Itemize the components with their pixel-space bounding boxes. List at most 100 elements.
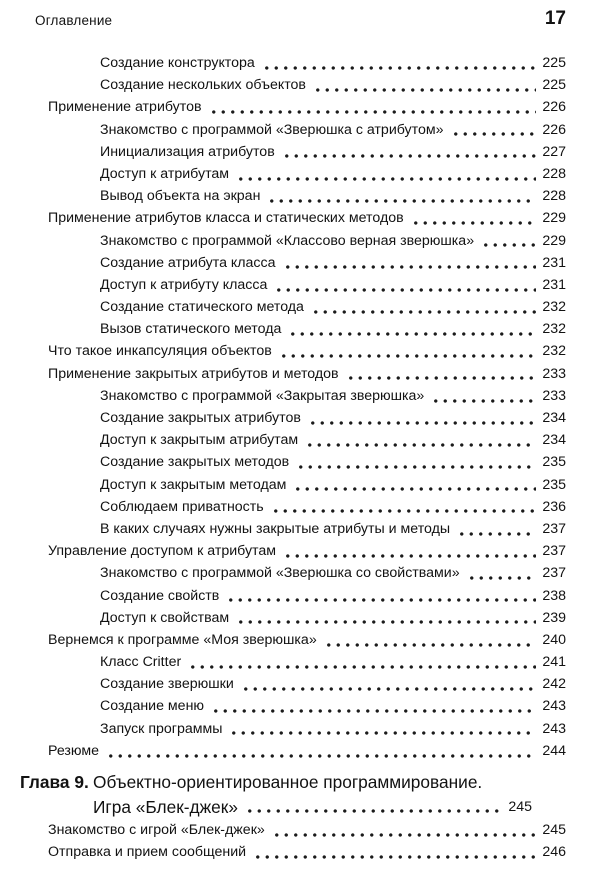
toc-entry-label: Доступ к атрибутам	[100, 165, 230, 182]
toc-row: Запуск программы 243	[0, 718, 566, 740]
toc-row: Доступ к закрытым методам 235	[0, 474, 566, 496]
toc-entry-page: 243	[542, 720, 566, 737]
toc-entry-page: 233	[542, 365, 566, 382]
toc-entry-label: Инициализация атрибутов	[100, 143, 275, 160]
toc-row: Вызов статического метода 232	[0, 318, 566, 340]
leader-dots	[261, 65, 536, 70]
toc-entry-page: 225	[542, 55, 566, 71]
leader-dots	[431, 398, 536, 403]
leader-dots	[244, 809, 502, 813]
leader-dots	[278, 354, 536, 359]
toc-row: Создание свойств 238	[0, 585, 566, 607]
leader-dots	[208, 110, 536, 115]
toc-row: Вернемся к программе «Моя зверюшка» 240	[0, 629, 566, 651]
toc-entry-label: Доступ к свойствам	[100, 609, 230, 626]
toc-entry-page: 225	[542, 77, 566, 94]
toc-entry-label: Доступ к закрытым методам	[100, 476, 287, 493]
leader-dots	[274, 287, 536, 292]
toc-row: Знакомство с игрой «Блек-джек» 245	[0, 819, 566, 841]
toc-entry-label: Создание закрытых атрибутов	[100, 410, 301, 426]
toc-row: Доступ к закрытым атрибутам 234	[0, 429, 566, 451]
toc-entry-label: Создание статического метода	[100, 299, 304, 316]
toc-entry-page: 236	[542, 498, 566, 515]
toc-row: Класс Critter 241	[0, 651, 566, 673]
toc-entry-page: 226	[542, 121, 566, 138]
chapter-entry-list: Знакомство с игрой «Блек-джек» 245 Отправк…	[0, 819, 566, 863]
leader-dots	[211, 709, 536, 714]
toc-entry-page: 226	[542, 99, 566, 116]
table-of-contents: Создание конструктора 225 Создание несколь…	[0, 52, 600, 863]
toc-entry-label: Доступ к атрибуту класса	[100, 276, 268, 293]
toc-entry-label: Создание зверюшки	[100, 676, 234, 693]
leader-dots	[296, 465, 536, 470]
toc-entry-page: 233	[542, 387, 566, 404]
toc-entry-page: 237	[542, 543, 566, 560]
toc-row: В каких случаях нужны закрытые атрибуты …	[0, 518, 566, 540]
chapter-title-line1: Объектно-ориентированное программировани…	[93, 772, 483, 792]
toc-row: Знакомство с программой «Закрытая зверюш…	[0, 385, 566, 407]
toc-list: Создание конструктора 225 Создание несколь…	[0, 52, 566, 762]
chapter-label: Глава 9.	[20, 772, 89, 792]
leader-dots	[457, 531, 536, 536]
leader-dots	[307, 420, 536, 425]
leader-dots	[293, 487, 536, 492]
toc-entry-page: 234	[542, 432, 566, 449]
toc-entry-label: Резюме	[48, 742, 100, 759]
toc-entry-label: Класс Critter	[100, 654, 182, 671]
toc-entry-page: 232	[542, 321, 566, 338]
toc-entry-label: Знакомство с программой «Зверюшка с атри…	[100, 121, 444, 138]
toc-row: Создание нескольких объектов 225	[0, 74, 566, 96]
toc-entry-label: Знакомство с программой «Закрытая зверюш…	[100, 387, 425, 404]
toc-row: Создание статического метода 232	[0, 296, 566, 318]
toc-entry-page: 243	[542, 698, 566, 715]
toc-entry-label: Создание свойств	[100, 587, 220, 604]
leader-dots	[271, 832, 536, 837]
toc-entry-label: Применение закрытых атрибутов и методов	[48, 365, 339, 382]
leader-dots	[267, 198, 536, 203]
chapter-heading: Глава 9. Объектно-ориентированное програ…	[0, 770, 566, 819]
toc-entry-label: Доступ к закрытым атрибутам	[100, 432, 299, 449]
toc-row: Создание меню 243	[0, 695, 566, 717]
chapter-title-line2: Игра «Блек-джек» 245	[93, 795, 532, 820]
toc-row: Доступ к свойствам 239	[0, 607, 566, 629]
toc-entry-label: Соблюдаем приватность	[100, 498, 264, 515]
toc-row: Знакомство с программой «Зверюшка с атри…	[0, 119, 566, 141]
toc-entry-label: Знакомство с программой «Зверюшка со сво…	[100, 565, 460, 582]
toc-row: Инициализация атрибутов 227	[0, 141, 566, 163]
toc-entry-page: 231	[542, 276, 566, 293]
toc-entry-label: Применение атрибутов	[48, 99, 202, 116]
leader-dots	[450, 132, 536, 137]
toc-entry-page: 232	[542, 343, 566, 360]
leader-dots	[310, 309, 536, 314]
toc-row: Применение закрытых атрибутов и методов 2…	[0, 363, 566, 385]
toc-entry-page: 228	[542, 188, 566, 205]
toc-entry-label: Применение атрибутов класса и статически…	[48, 210, 404, 227]
toc-entry-page: 242	[542, 676, 566, 693]
toc-entry-label: Создание конструктора	[100, 55, 255, 71]
running-header-title: Оглавление	[35, 13, 113, 28]
toc-entry-label: Запуск программы	[100, 720, 223, 737]
toc-entry-page: 237	[542, 565, 566, 582]
leader-dots	[282, 265, 536, 270]
toc-row: Знакомство с программой «Классово верная…	[0, 230, 566, 252]
toc-entry-page: 244	[542, 742, 566, 759]
toc-entry-page: 238	[542, 587, 566, 604]
chapter-title-line2-text: Игра «Блек-джек»	[93, 796, 238, 817]
toc-entry-label: Создание нескольких объектов	[100, 77, 306, 94]
toc-entry-page: 245	[542, 822, 566, 838]
toc-entry-label: В каких случаях нужны закрытые атрибуты …	[100, 520, 451, 537]
toc-entry-page: 235	[542, 454, 566, 471]
leader-dots	[236, 176, 536, 181]
leader-dots	[229, 731, 536, 736]
toc-entry-label: Создание меню	[100, 698, 205, 715]
toc-entry-page: 246	[542, 844, 566, 861]
toc-row: Соблюдаем приватность 236	[0, 496, 566, 518]
toc-entry-label: Создание закрытых методов	[100, 454, 290, 471]
leader-dots	[106, 753, 536, 758]
leader-dots	[226, 598, 536, 603]
leader-dots	[312, 87, 536, 92]
toc-entry-page: 241	[542, 654, 566, 671]
toc-row: Управление доступом к атрибутам 237	[0, 540, 566, 562]
toc-row: Создание атрибута класса 231	[0, 252, 566, 274]
leader-dots	[288, 331, 536, 336]
